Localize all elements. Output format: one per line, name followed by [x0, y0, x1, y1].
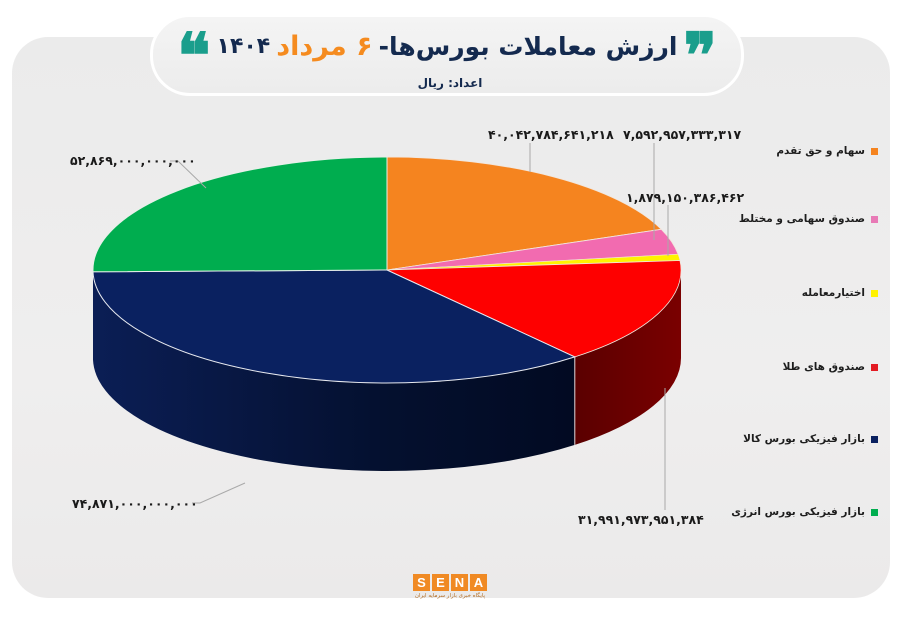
close-quote-icon: ❞: [683, 25, 717, 73]
legend-label: اختیارمعامله: [801, 287, 865, 299]
legend-item-energy-physical: بازار فیزیکی بورس انرژی: [731, 506, 878, 518]
slice-side-navy: [93, 271, 575, 471]
sena-logo: S E N A پایگاه خبری بازار سرمایه ایران: [410, 574, 490, 608]
value-label-orange: ۴۰,۰۴۲,۷۸۴,۶۴۱,۲۱۸: [488, 127, 614, 142]
slice-green: [92, 156, 388, 273]
value-label-red: ۳۱,۹۹۱,۹۷۳,۹۵۱,۳۸۴: [578, 512, 704, 527]
legend-swatch-navy: [871, 435, 878, 443]
legend-item-stocks: سهام و حق تقدم: [776, 145, 878, 157]
logo-letter: S: [413, 574, 430, 591]
value-label-yellow: ۱,۸۷۹,۱۵۰,۳۸۶,۴۶۲: [626, 190, 745, 205]
title-year: ۱۴۰۴: [216, 33, 271, 59]
legend-item-gold-funds: صندوق های طلا: [783, 361, 878, 373]
page-title: ارزش معاملات بورس‌ها-: [378, 31, 678, 61]
legend-swatch-orange: [871, 147, 878, 155]
legend-item-mixed-funds: صندوق سهامی و مختلط: [739, 213, 878, 225]
value-label-navy: ۷۴,۸۷۱,۰۰۰,۰۰۰,۰۰۰: [72, 496, 198, 511]
slice-navy: [92, 269, 577, 384]
title-date: ۶ مرداد: [276, 30, 373, 62]
slice-red: [386, 260, 682, 358]
value-label-pink: ۷,۵۹۲,۹۵۷,۳۳۳,۳۱۷: [623, 127, 742, 142]
open-quote-icon: ❝: [177, 25, 211, 73]
logo-letter: A: [470, 574, 487, 591]
legend-swatch-green: [871, 508, 878, 516]
value-label-green: ۵۲,۸۶۹,۰۰۰,۰۰۰,۰۰۰: [70, 153, 196, 168]
legend-label: سهام و حق تقدم: [776, 145, 865, 157]
legend-swatch-red: [871, 363, 878, 371]
legend-item-options: اختیارمعامله: [802, 287, 878, 299]
legend-swatch-pink: [871, 215, 878, 223]
legend-label: صندوق های طلا: [782, 361, 865, 373]
unit-subtitle: اعداد: ریال: [417, 76, 483, 90]
logo-tagline: پایگاه خبری بازار سرمایه ایران: [414, 593, 486, 599]
legend-swatch-yellow: [871, 289, 878, 297]
legend-label: صندوق سهامی و مختلط: [738, 213, 865, 225]
legend-item-commodity-physical: بازار فیزیکی بورس کالا: [743, 433, 878, 445]
logo-letter: E: [432, 574, 449, 591]
slice-side-red: [574, 270, 681, 445]
legend-label: بازار فیزیکی بورس کالا: [743, 433, 865, 445]
title-row: ❞ ارزش معاملات بورس‌ها- ۶ مرداد ۱۴۰۴ ❝: [150, 22, 744, 73]
logo-letter: N: [451, 574, 468, 591]
title-banner: [150, 14, 744, 96]
legend-label: بازار فیزیکی بورس انرژی: [731, 506, 865, 518]
slice-orange: [386, 156, 663, 271]
